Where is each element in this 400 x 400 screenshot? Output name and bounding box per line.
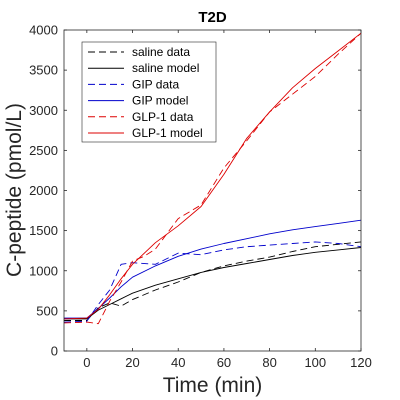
ticks-layer: 0 20 40 60 80 100 120 0 500 1000 1500 2000 2500 3000 3… [29, 23, 372, 371]
legend: saline data saline model GIP data GIP model… [81, 41, 217, 143]
legend-box [81, 41, 217, 143]
series-line-saline-data [64, 241, 362, 321]
x-tick-label: 0 [83, 355, 90, 370]
legend-label: GIP model [132, 94, 188, 108]
x-tick-label: 80 [262, 355, 276, 370]
x-axis-title: Time (min) [163, 374, 263, 397]
series-line-gip-model [64, 219, 362, 319]
series-line-glp-1-model [63, 32, 362, 320]
series-line-glp-1-data [63, 32, 362, 325]
legend-label: saline data [132, 45, 190, 59]
x-tick-label: 100 [304, 355, 326, 370]
series-line-gip-data [63, 241, 362, 323]
x-tick-label: 40 [171, 355, 185, 370]
y-tick-label: 1500 [29, 223, 58, 238]
series-layer [63, 32, 362, 325]
y-tick-label: 0 [51, 344, 58, 359]
series-line-saline-model [64, 247, 362, 320]
x-tick-label: 60 [217, 355, 231, 370]
x-tick-label: 20 [125, 355, 139, 370]
y-tick-label: 3500 [29, 63, 58, 78]
y-tick-label: 2000 [29, 183, 58, 198]
y-tick-label: 2500 [29, 143, 58, 158]
y-axis-title: C-peptide (pmol/L) [3, 103, 26, 277]
y-tick-label: 3000 [29, 103, 58, 118]
legend-label: GIP data [132, 77, 179, 91]
legend-label: GLP-1 data [132, 110, 194, 124]
legend-label: saline model [132, 61, 199, 75]
y-tick-label: 500 [36, 303, 58, 318]
x-tick-label: 120 [350, 355, 372, 370]
chart-title: T2D [198, 9, 227, 26]
legend-label: GLP-1 model [132, 126, 203, 140]
y-tick-label: 4000 [29, 23, 58, 38]
y-tick-label: 1000 [29, 263, 58, 278]
